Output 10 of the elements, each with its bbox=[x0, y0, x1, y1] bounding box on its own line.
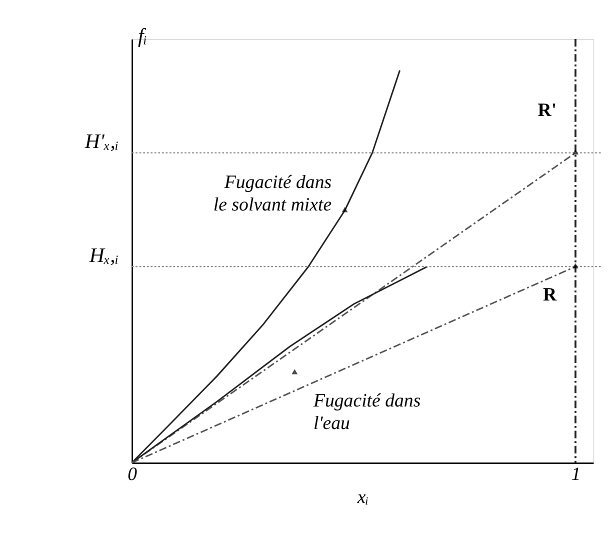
x-tick-label: 0 bbox=[128, 464, 138, 486]
x-tick-label: 1 bbox=[571, 464, 581, 486]
ref-line-label: Hₓ,ᵢ bbox=[88, 244, 119, 267]
annotation: R bbox=[543, 284, 558, 306]
annotation: Fugacité dans l'eau bbox=[312, 390, 421, 434]
x-axis-title: xᵢ bbox=[356, 486, 369, 508]
y-axis-title: fᵢ bbox=[138, 25, 147, 48]
annotation: R' bbox=[538, 100, 557, 122]
annotation: Fugacité dans le solvant mixte bbox=[213, 172, 332, 216]
ref-line-label: H'ₓ,ᵢ bbox=[84, 131, 119, 154]
